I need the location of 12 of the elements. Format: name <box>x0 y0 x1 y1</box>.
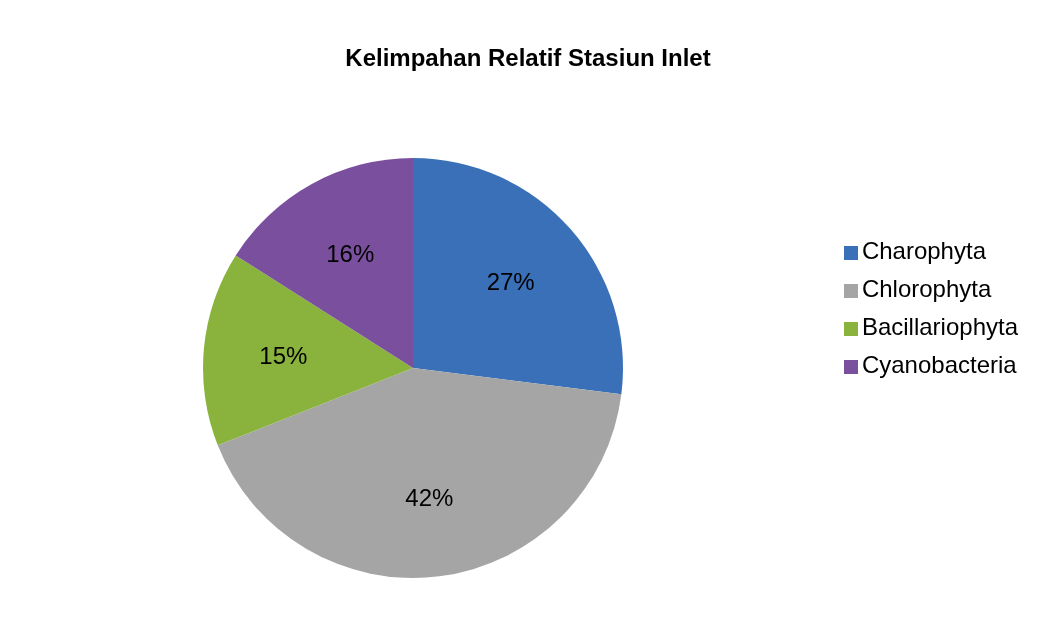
pie-slice <box>217 368 622 578</box>
chart-title: Kelimpahan Relatif Stasiun Inlet <box>344 44 712 72</box>
legend-label: Chlorophyta <box>861 275 992 302</box>
pie-slice <box>235 158 413 368</box>
legend-label: Bacillariophyta <box>861 313 1018 340</box>
data-label: 15% <box>259 342 308 370</box>
data-label: 42% <box>405 483 454 511</box>
data-label: 16% <box>326 240 375 268</box>
data-label: 27% <box>486 268 535 296</box>
pie-slice <box>413 158 623 395</box>
legend-label: Cyanobacteria <box>861 351 1017 378</box>
legend-label: Charophyta <box>861 237 986 264</box>
